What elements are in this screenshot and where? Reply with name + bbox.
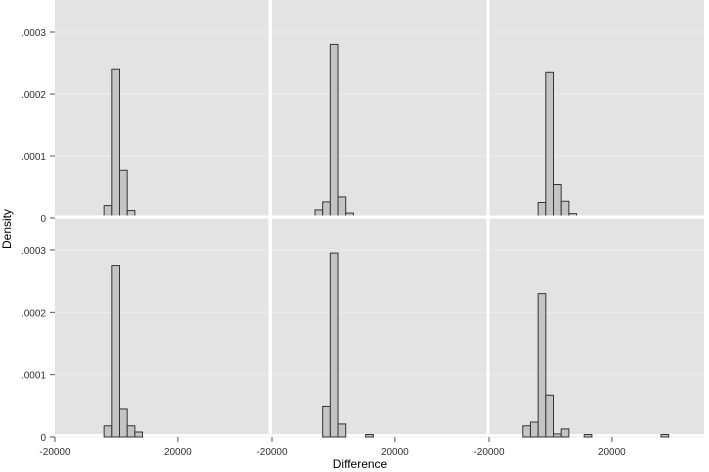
x-axis: -20000 20000 -20000 20000 -20000 20000 bbox=[39, 437, 626, 458]
y-tick-label: .0001 bbox=[21, 371, 46, 382]
y-axis-title: Density bbox=[0, 209, 14, 249]
y-tick-label: .0003 bbox=[21, 246, 46, 257]
histogram-bar bbox=[322, 405, 331, 438]
histogram-bar bbox=[545, 394, 554, 438]
x-tick-label: -20000 bbox=[39, 447, 71, 458]
histogram-bar bbox=[134, 431, 144, 438]
panel-3 bbox=[489, 0, 704, 219]
x-tick-label: -20000 bbox=[256, 447, 288, 458]
y-tick-label: .0002 bbox=[21, 308, 46, 319]
histogram-bar bbox=[560, 428, 570, 438]
histogram-bar bbox=[660, 434, 670, 438]
panels bbox=[55, 0, 709, 439]
histogram-bar bbox=[537, 293, 547, 438]
histogram-bar bbox=[119, 169, 128, 219]
y-tick-label: 0 bbox=[40, 433, 46, 444]
histogram-bar bbox=[111, 265, 120, 438]
y-tick-label: .0003 bbox=[21, 28, 46, 39]
histogram-bar bbox=[111, 68, 120, 219]
histogram-bar bbox=[126, 425, 136, 438]
y-tick-label: 0 bbox=[40, 214, 46, 225]
histogram-bar bbox=[329, 43, 339, 219]
histogram-bar bbox=[545, 71, 554, 219]
x-tick-label: 20000 bbox=[381, 447, 409, 458]
histogram-bar bbox=[119, 408, 128, 438]
panel-background bbox=[55, 218, 270, 434]
histogram-bar bbox=[553, 433, 562, 438]
panel-background bbox=[489, 218, 704, 434]
panel-2 bbox=[272, 0, 487, 219]
x-tick-label: -20000 bbox=[473, 447, 505, 458]
histogram-bar bbox=[553, 184, 562, 219]
histogram-bar bbox=[337, 196, 347, 219]
histogram-bar bbox=[529, 421, 539, 438]
panel-background bbox=[489, 0, 704, 216]
histogram-bar bbox=[560, 200, 570, 219]
histogram-bar bbox=[103, 425, 113, 438]
panel-background bbox=[272, 218, 487, 434]
histogram-bar bbox=[365, 434, 374, 438]
y-tick-label: .0001 bbox=[21, 152, 46, 163]
panel-background bbox=[272, 0, 487, 216]
panel-6 bbox=[489, 218, 704, 438]
x-tick-label: 20000 bbox=[164, 447, 192, 458]
y-axis: 0 .0001 .0002 .0003 0 .0001 .0002 .0003 bbox=[21, 28, 55, 444]
panel-background bbox=[55, 0, 270, 216]
histogram-bar bbox=[337, 423, 347, 438]
panel-1 bbox=[55, 0, 270, 219]
histogram-bar bbox=[329, 252, 339, 438]
histogram-bar bbox=[522, 425, 531, 438]
panel-4 bbox=[55, 218, 270, 438]
y-tick-label: .0002 bbox=[21, 90, 46, 101]
x-axis-title: Difference bbox=[333, 457, 388, 471]
histogram-bar bbox=[583, 434, 593, 438]
x-tick-label: 20000 bbox=[598, 447, 626, 458]
panel-5 bbox=[272, 218, 487, 438]
